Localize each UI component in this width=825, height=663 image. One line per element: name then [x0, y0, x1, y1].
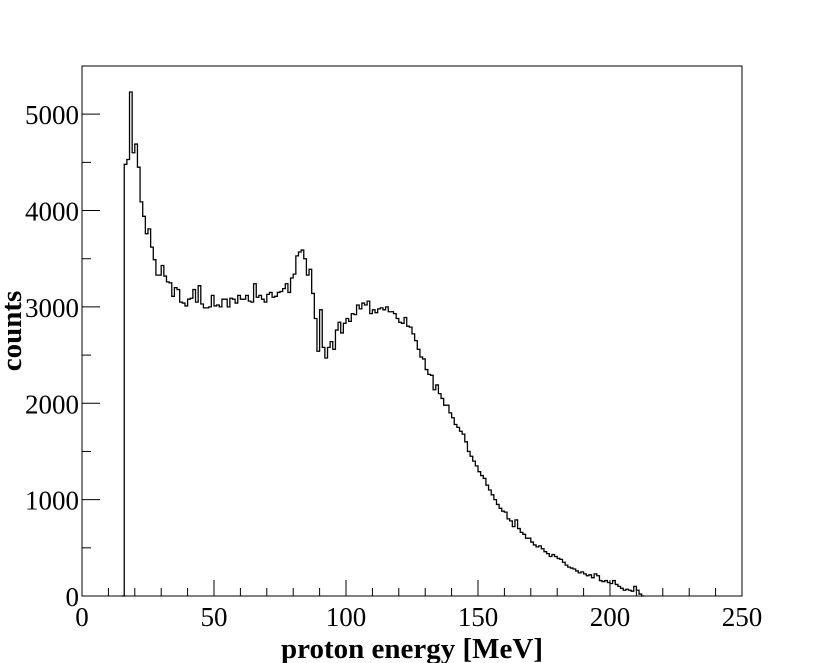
x-axis-ticks — [81, 580, 743, 596]
x-tick-label: 0 — [75, 602, 89, 632]
y-tick-label: 0 — [66, 582, 80, 612]
y-tick-label: 2000 — [25, 389, 79, 419]
x-tick-label: 100 — [326, 602, 367, 632]
y-tick-label: 3000 — [25, 293, 79, 323]
y-tick-label: 4000 — [25, 197, 79, 227]
x-tick-label: 250 — [722, 602, 763, 632]
x-tick-label: 150 — [458, 602, 499, 632]
y-axis-tick-labels: 0 1000 2000 3000 4000 5000 — [25, 100, 79, 612]
y-axis-ticks — [82, 65, 100, 597]
plot-frame — [81, 65, 743, 597]
x-tick-label: 50 — [201, 602, 228, 632]
y-tick-label: 5000 — [25, 100, 79, 130]
x-axis-tick-labels: 0 50 100 150 200 250 — [75, 602, 762, 632]
x-tick-label: 200 — [590, 602, 631, 632]
x-axis-title: proton energy [MeV] — [281, 633, 543, 663]
histogram-series — [121, 91, 645, 597]
y-tick-label: 1000 — [25, 486, 79, 516]
y-axis-title: counts — [0, 291, 28, 372]
